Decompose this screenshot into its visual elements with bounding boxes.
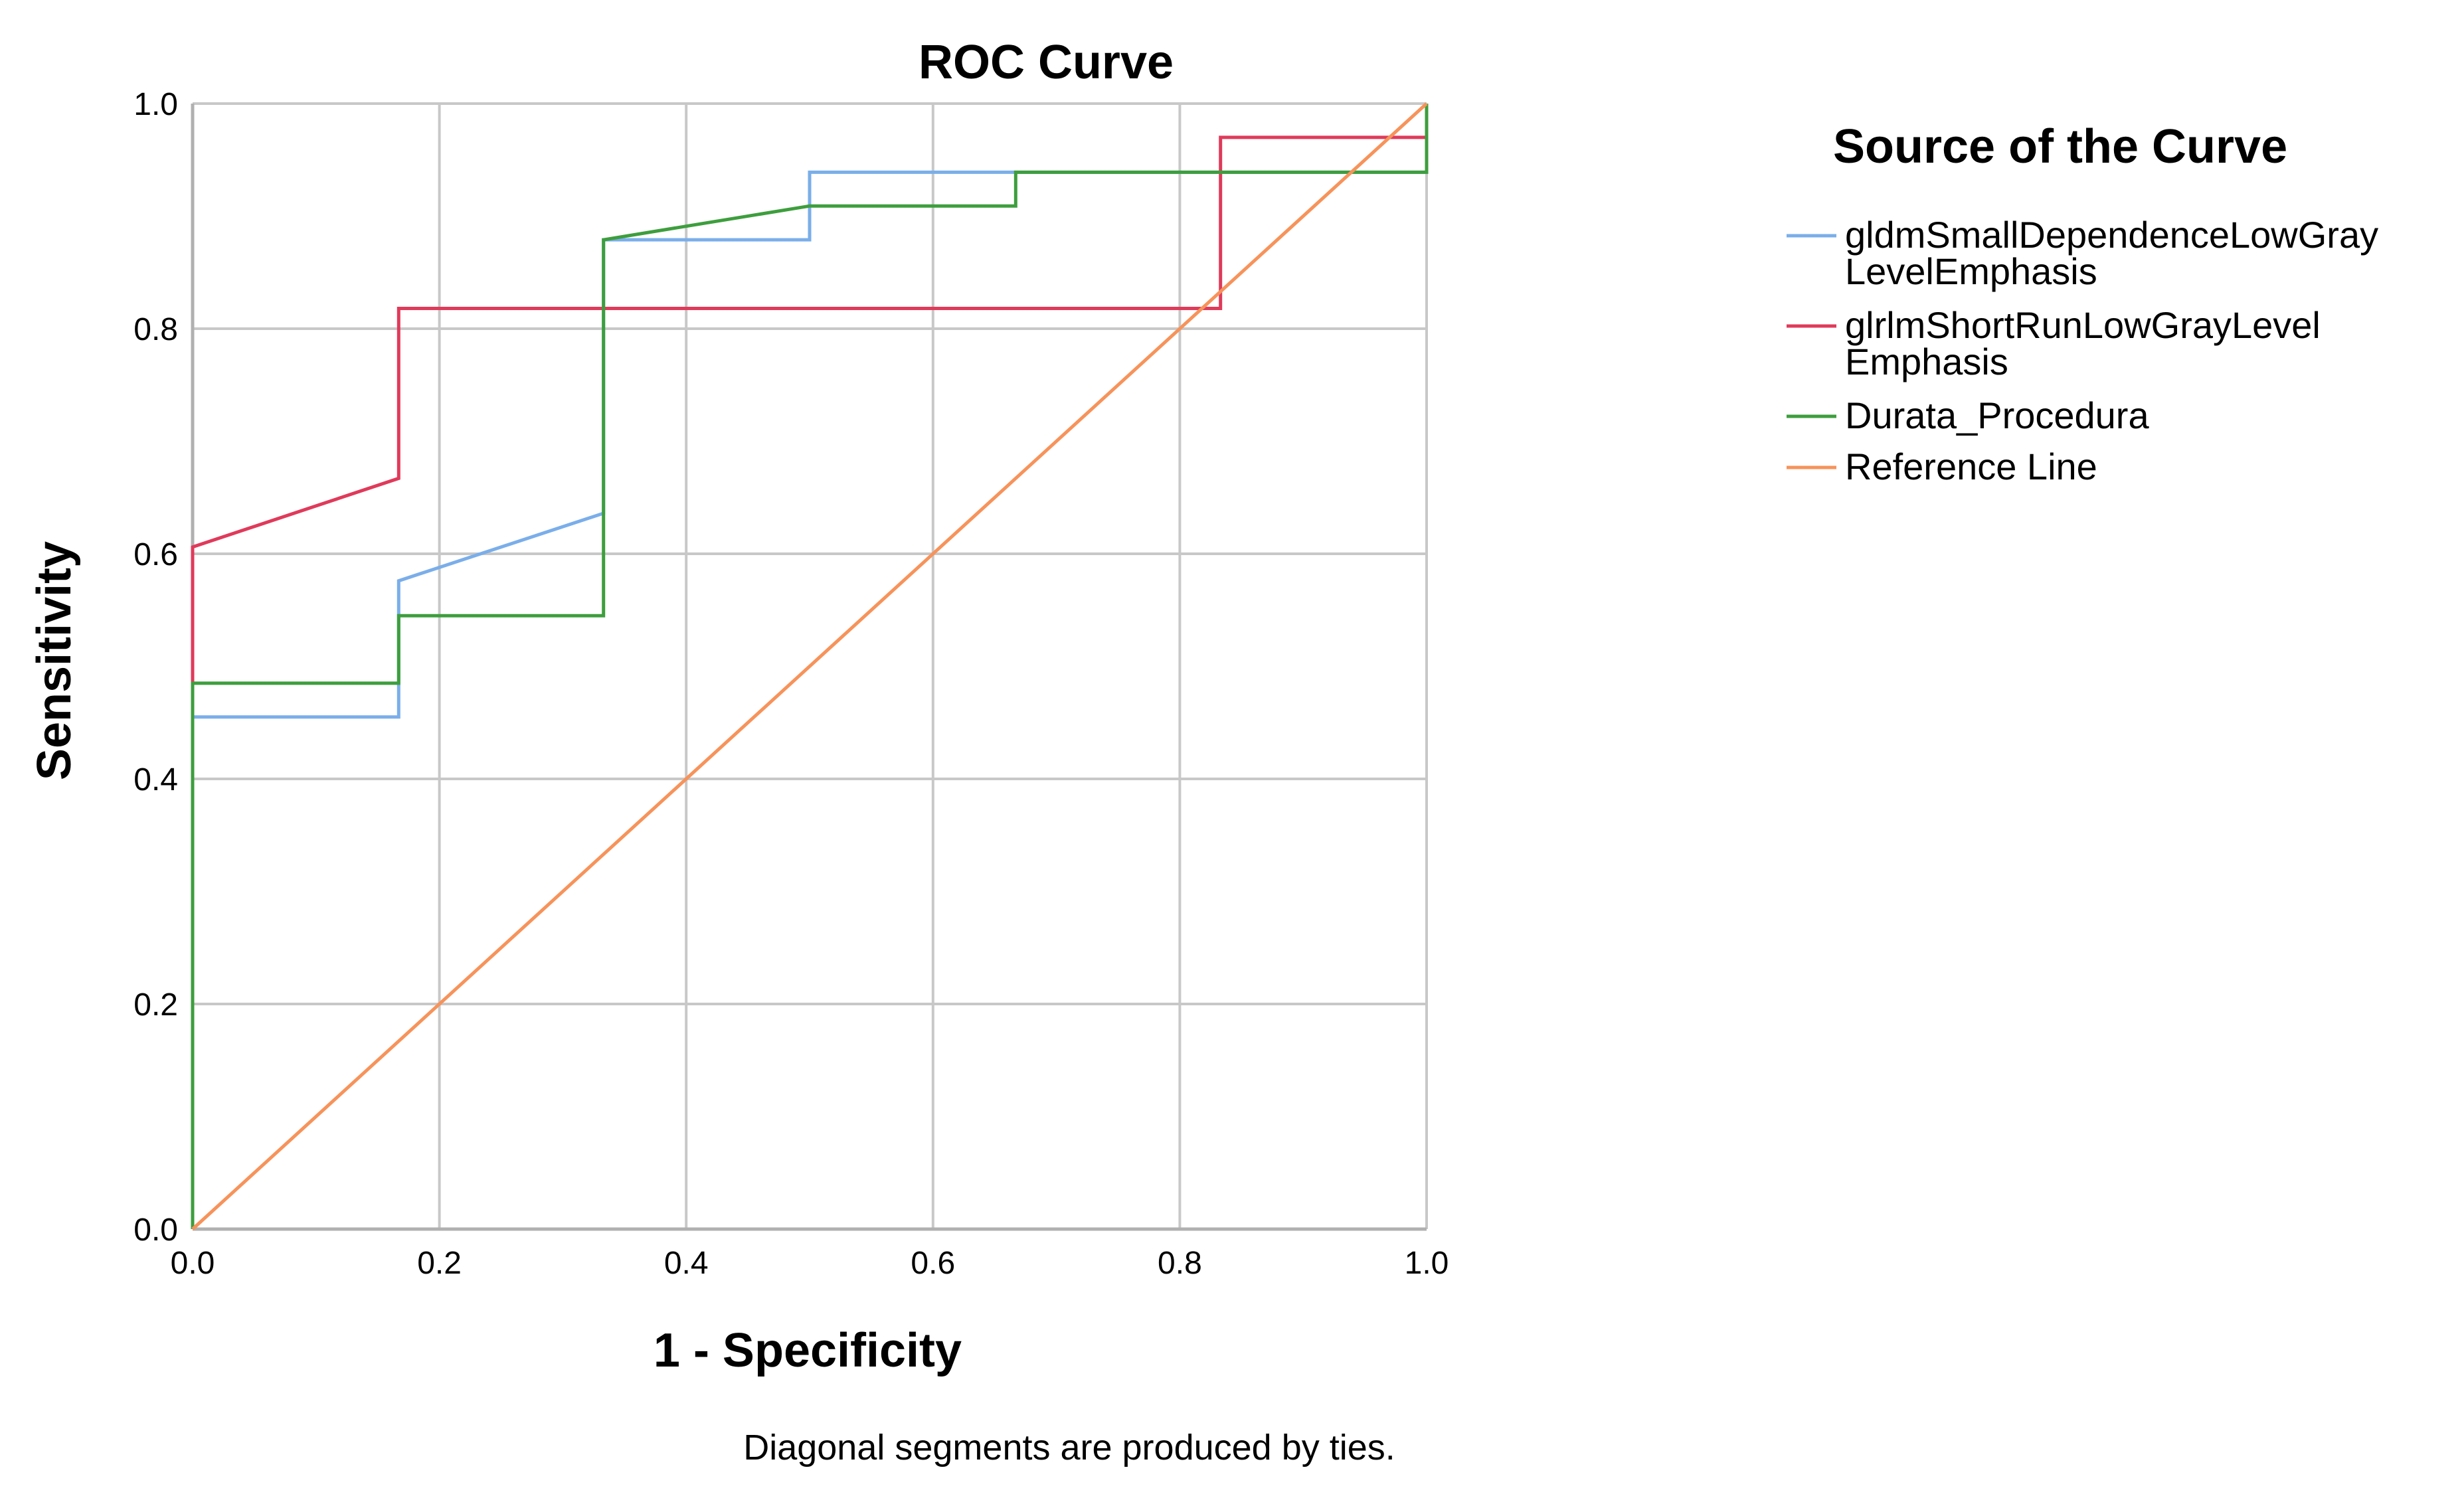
x-tick-label: 0.2 <box>417 1246 462 1281</box>
footnote: Diagonal segments are produced by ties. <box>743 1428 1395 1467</box>
legend-title: Source of the Curve <box>1833 120 2287 173</box>
x-axis-title: 1 - Specificity <box>654 1324 962 1377</box>
y-tick-label: 0.4 <box>133 762 178 797</box>
legend-label: LevelEmphasis <box>1845 250 2097 292</box>
x-tick-label: 0.4 <box>664 1246 709 1281</box>
y-tick-label: 0.8 <box>133 312 178 347</box>
y-tick-label: 1.0 <box>133 87 178 122</box>
x-tick-label: 1.0 <box>1405 1246 1449 1281</box>
chart-title: ROC Curve <box>919 36 1174 89</box>
series-line-durata-procedura <box>191 104 1429 1229</box>
series-line-glrlmshortrunlowgraylevelemphasis <box>191 104 1429 1229</box>
series-group <box>191 102 1429 1230</box>
y-tick-labels: 0.0 0.2 0.4 0.6 0.8 1.0 <box>133 87 178 1248</box>
x-tick-label: 0.0 <box>171 1246 215 1281</box>
x-tick-label: 0.6 <box>911 1246 955 1281</box>
y-axis-title: Sensitivity <box>28 541 81 780</box>
legend-label: glrlmShortRunLowGrayLevel <box>1845 304 2321 346</box>
y-tick-label: 0.2 <box>133 987 178 1023</box>
x-tick-labels: 0.0 0.2 0.4 0.6 0.8 1.0 <box>171 1246 1449 1281</box>
y-tick-label: 0.0 <box>133 1212 178 1248</box>
legend-label: gldmSmallDependenceLowGray <box>1845 214 2378 256</box>
x-tick-label: 0.8 <box>1158 1246 1202 1281</box>
series-line-reference-line <box>191 102 1428 1230</box>
legend-label: Emphasis <box>1845 341 2008 382</box>
legend-label: Reference Line <box>1845 446 2097 487</box>
y-tick-label: 0.6 <box>133 537 178 572</box>
legend-label: Durata_Procedura <box>1845 394 2149 436</box>
